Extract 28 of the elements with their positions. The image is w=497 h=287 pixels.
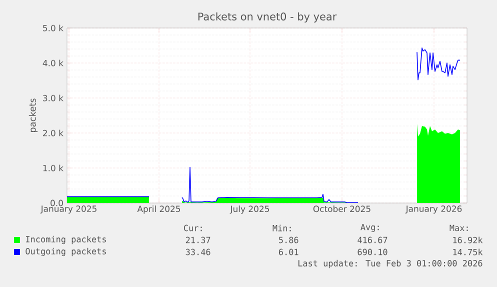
text: Avg:	[360, 224, 379, 232]
y-axis-title: packets	[28, 98, 38, 132]
text: 14.75k	[453, 248, 483, 256]
x-tick-label: April 2025	[137, 206, 180, 214]
x-tick-label: July 2025	[230, 206, 269, 214]
y-tick-label: 4.0 k	[42, 60, 64, 66]
text: 5.86	[279, 236, 298, 244]
x-tick-label: January 2025	[40, 206, 96, 214]
text: Min:	[272, 224, 291, 232]
text: 416.67	[358, 236, 388, 244]
text: Cur:	[184, 224, 202, 232]
y-tick-label: 2.0 k	[43, 130, 64, 136]
y-tick-label: 0.0	[50, 200, 63, 206]
legend-label: Incoming packets	[26, 236, 106, 244]
y-tick-label: 5.0 k	[43, 24, 64, 32]
text: 16.92k	[453, 236, 483, 244]
text: 6.01	[278, 248, 298, 256]
x-tick-label: October 2025	[313, 206, 370, 212]
text: Last update: Tue Feb 3 01:00:00 2026	[298, 260, 482, 268]
y-tick-label: 1.0 k	[43, 164, 64, 172]
text: 21.37	[186, 236, 210, 244]
text: Max:	[450, 224, 468, 232]
chart-title: Packets on vnet0 - by year	[198, 12, 337, 22]
text: 690.10	[358, 248, 388, 256]
legend-label: Outgoing packets	[26, 248, 106, 256]
x-tick-label: January 2026	[405, 206, 462, 214]
y-tick-label: 3.0 k	[43, 94, 64, 102]
text: 33.46	[186, 248, 210, 256]
